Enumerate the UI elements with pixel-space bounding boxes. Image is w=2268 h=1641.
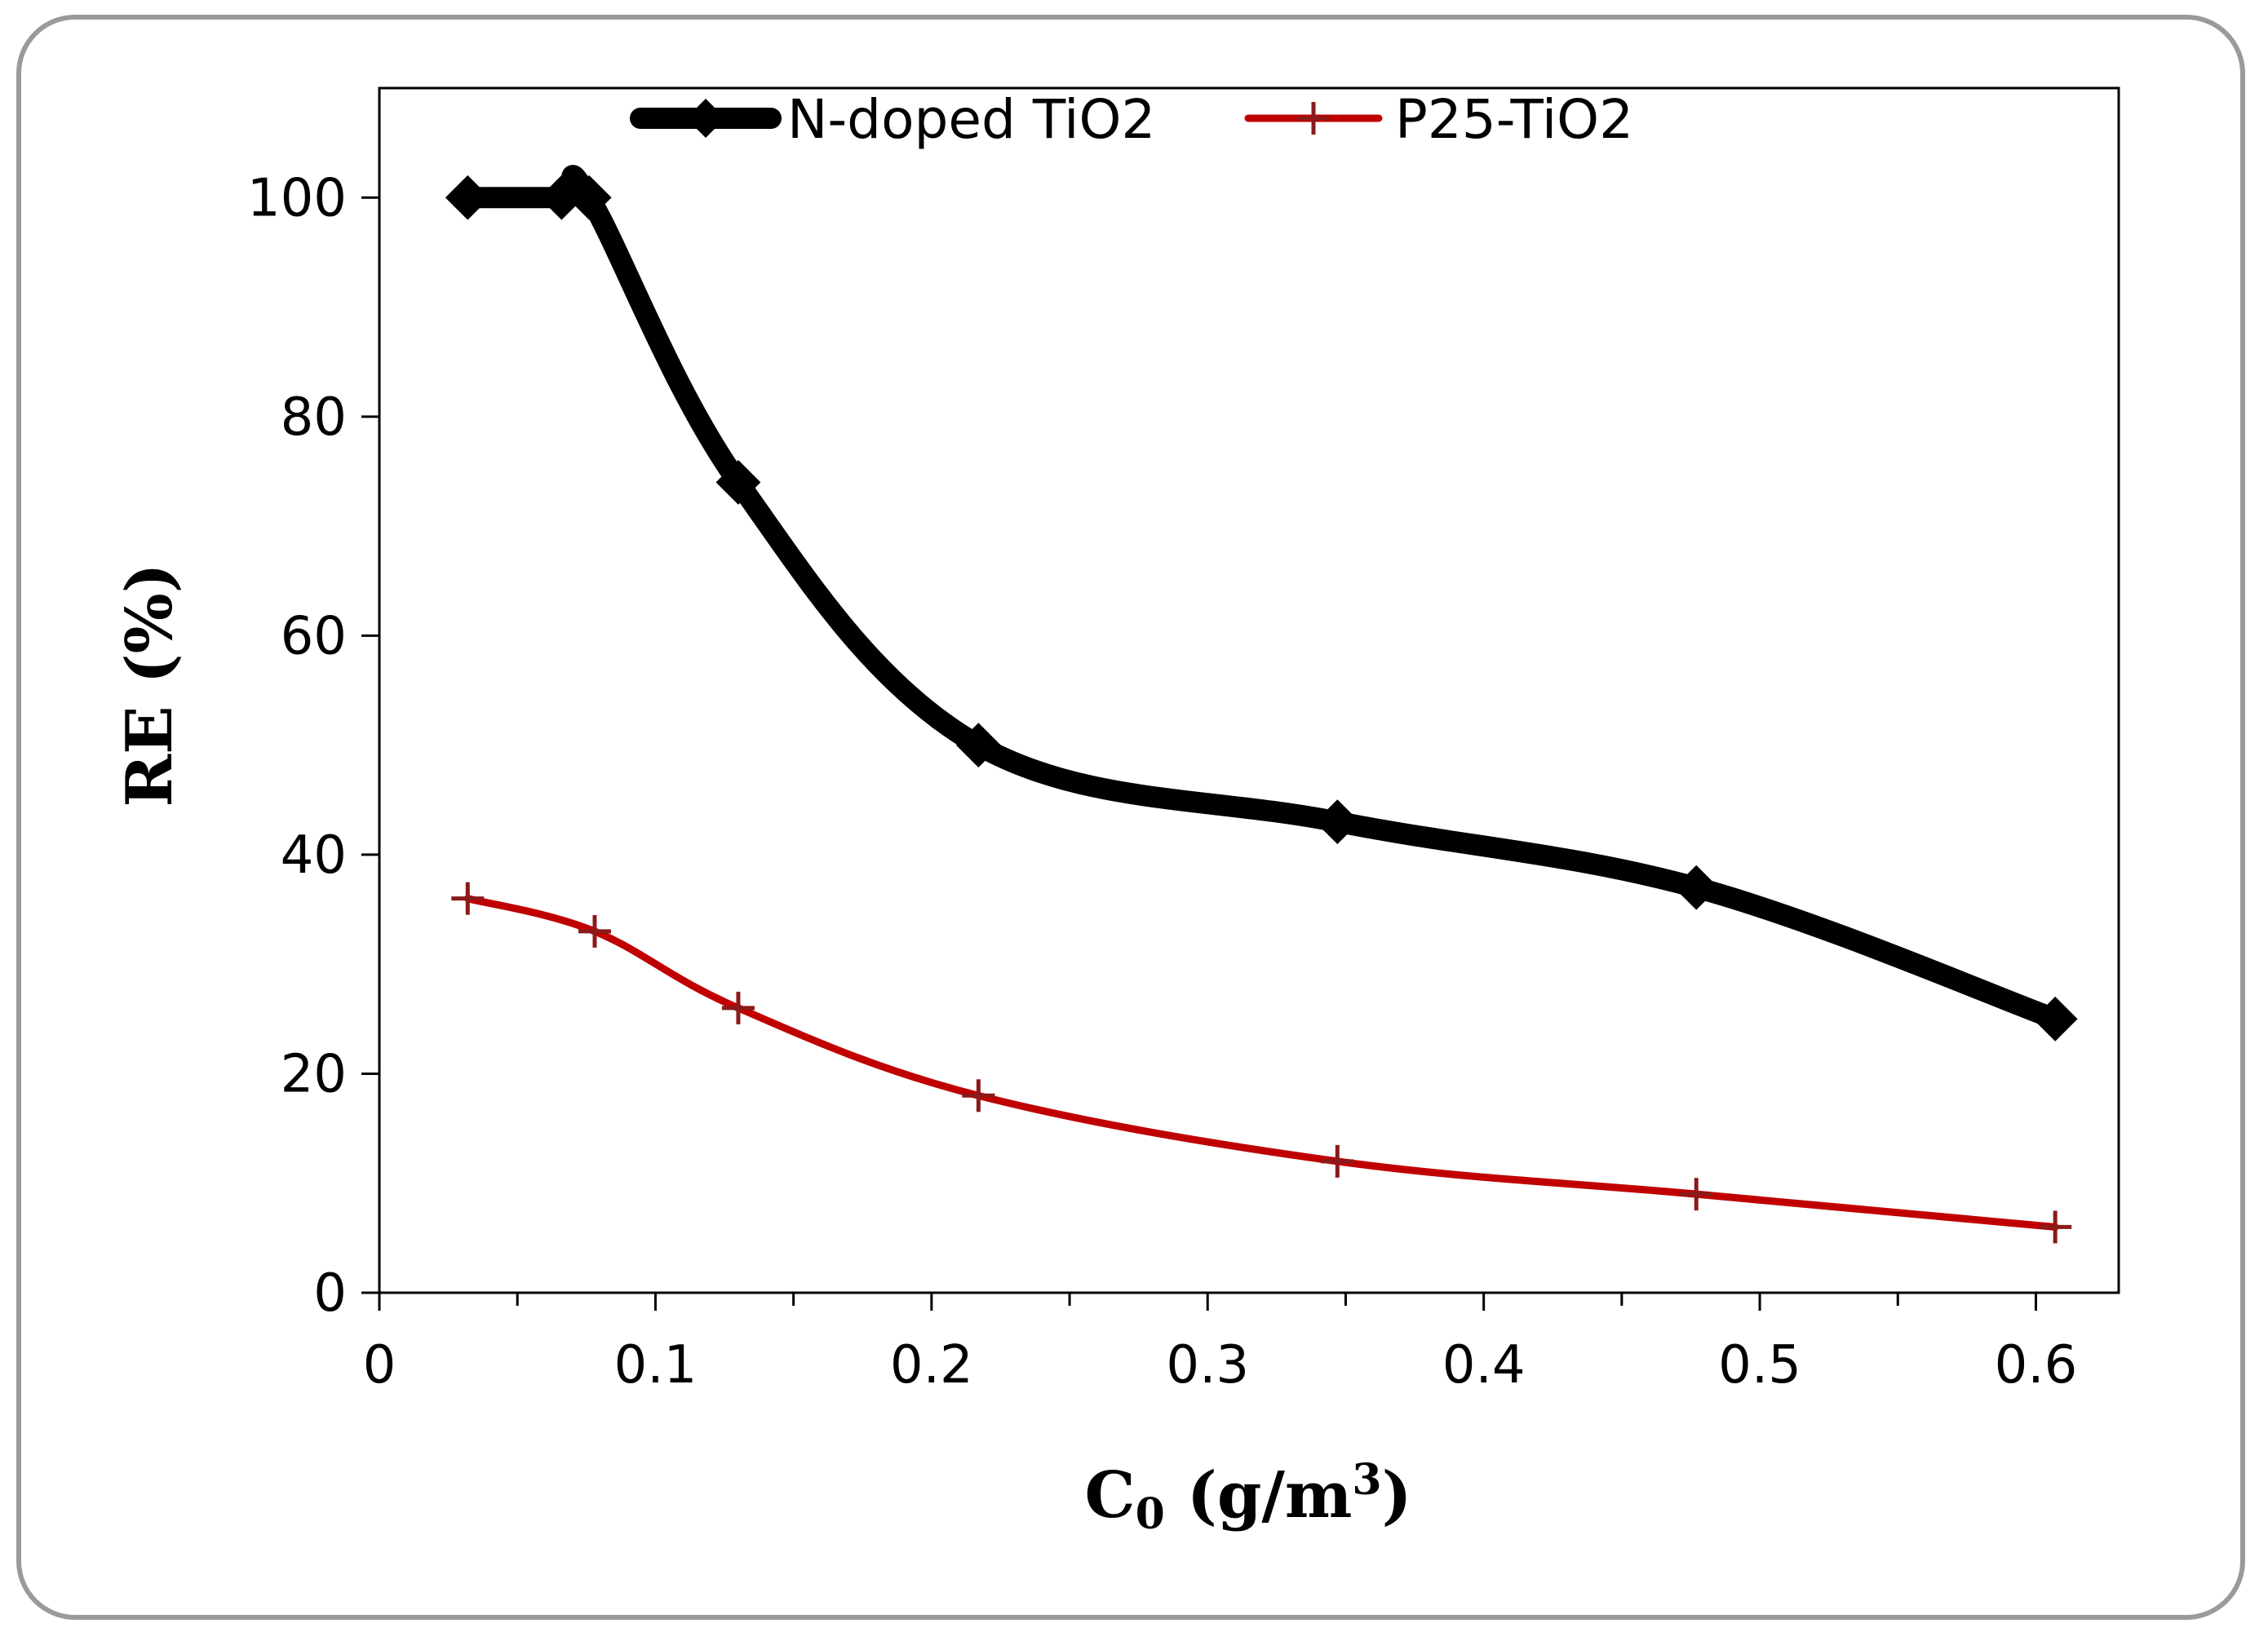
data-point-diamond <box>1673 865 1719 910</box>
x-tick-label: 0.6 <box>1995 1335 2078 1396</box>
series-n-doped-tio2 <box>445 165 2078 1042</box>
x-axis-title-main: C <box>1085 1458 1136 1533</box>
data-point-plus <box>451 882 485 915</box>
data-point-plus <box>578 914 611 948</box>
data-point-plus <box>962 1079 995 1112</box>
legend-swatch-marker <box>686 99 725 138</box>
series-line <box>457 165 2066 1030</box>
data-point-diamond <box>1314 799 1360 845</box>
series-layer <box>445 165 2078 1244</box>
y-tick-label: 100 <box>247 168 347 228</box>
legend-label: N-doped TiO2 <box>787 88 1155 151</box>
data-point-plus <box>1321 1144 1354 1178</box>
series-p25-tio2 <box>451 882 2072 1244</box>
data-point-diamond <box>445 175 490 220</box>
chart-frame <box>16 15 2245 1620</box>
y-tick-label: 20 <box>281 1044 347 1104</box>
x-tick-label: 0.5 <box>1718 1335 1801 1396</box>
data-point-plus <box>1680 1178 1713 1211</box>
data-point-diamond <box>566 175 612 220</box>
data-point-diamond <box>715 459 761 505</box>
legend-label: P25-TiO2 <box>1395 88 1633 151</box>
legend: N-doped TiO2 P25-TiO2 <box>630 88 1633 151</box>
y-tick-label: 40 <box>281 825 347 886</box>
y-tick-label: 80 <box>281 387 347 448</box>
y-axis-title: RE (%) <box>113 563 187 807</box>
x-axis-title-sub: 0 <box>1136 1489 1165 1539</box>
ticks: 0 20 40 60 80 100 0 0.1 0.2 0.3 0.4 0.5 0.6 <box>247 168 2078 1396</box>
x-axis-title-sup: 3 <box>1352 1455 1381 1505</box>
axes <box>378 86 2120 1294</box>
plot-area-border <box>378 86 2120 1294</box>
data-point-plus <box>721 991 755 1024</box>
legend-item-n-doped-tio2: N-doped TiO2 <box>630 88 1155 151</box>
x-tick-label: 0.2 <box>890 1335 973 1396</box>
data-point-diamond <box>2032 996 2078 1042</box>
x-axis-title-unit: (g/m <box>1165 1458 1353 1533</box>
y-tick-label: 0 <box>313 1263 347 1324</box>
y-tick-label: 60 <box>281 606 347 666</box>
x-axis-title-unit-close: ) <box>1382 1458 1412 1533</box>
series-line <box>463 895 2059 1231</box>
legend-item-p25-tio2: P25-TiO2 <box>1244 88 1633 151</box>
data-point-diamond <box>955 723 1001 768</box>
x-tick-label: 0.4 <box>1442 1335 1526 1396</box>
x-tick-label: 0 <box>363 1335 396 1396</box>
x-axis-title: C0 (g/m3) <box>1085 1455 1412 1539</box>
data-point-plus <box>2039 1210 2072 1244</box>
x-tick-label: 0.1 <box>614 1335 698 1396</box>
x-tick-label: 0.3 <box>1166 1335 1249 1396</box>
